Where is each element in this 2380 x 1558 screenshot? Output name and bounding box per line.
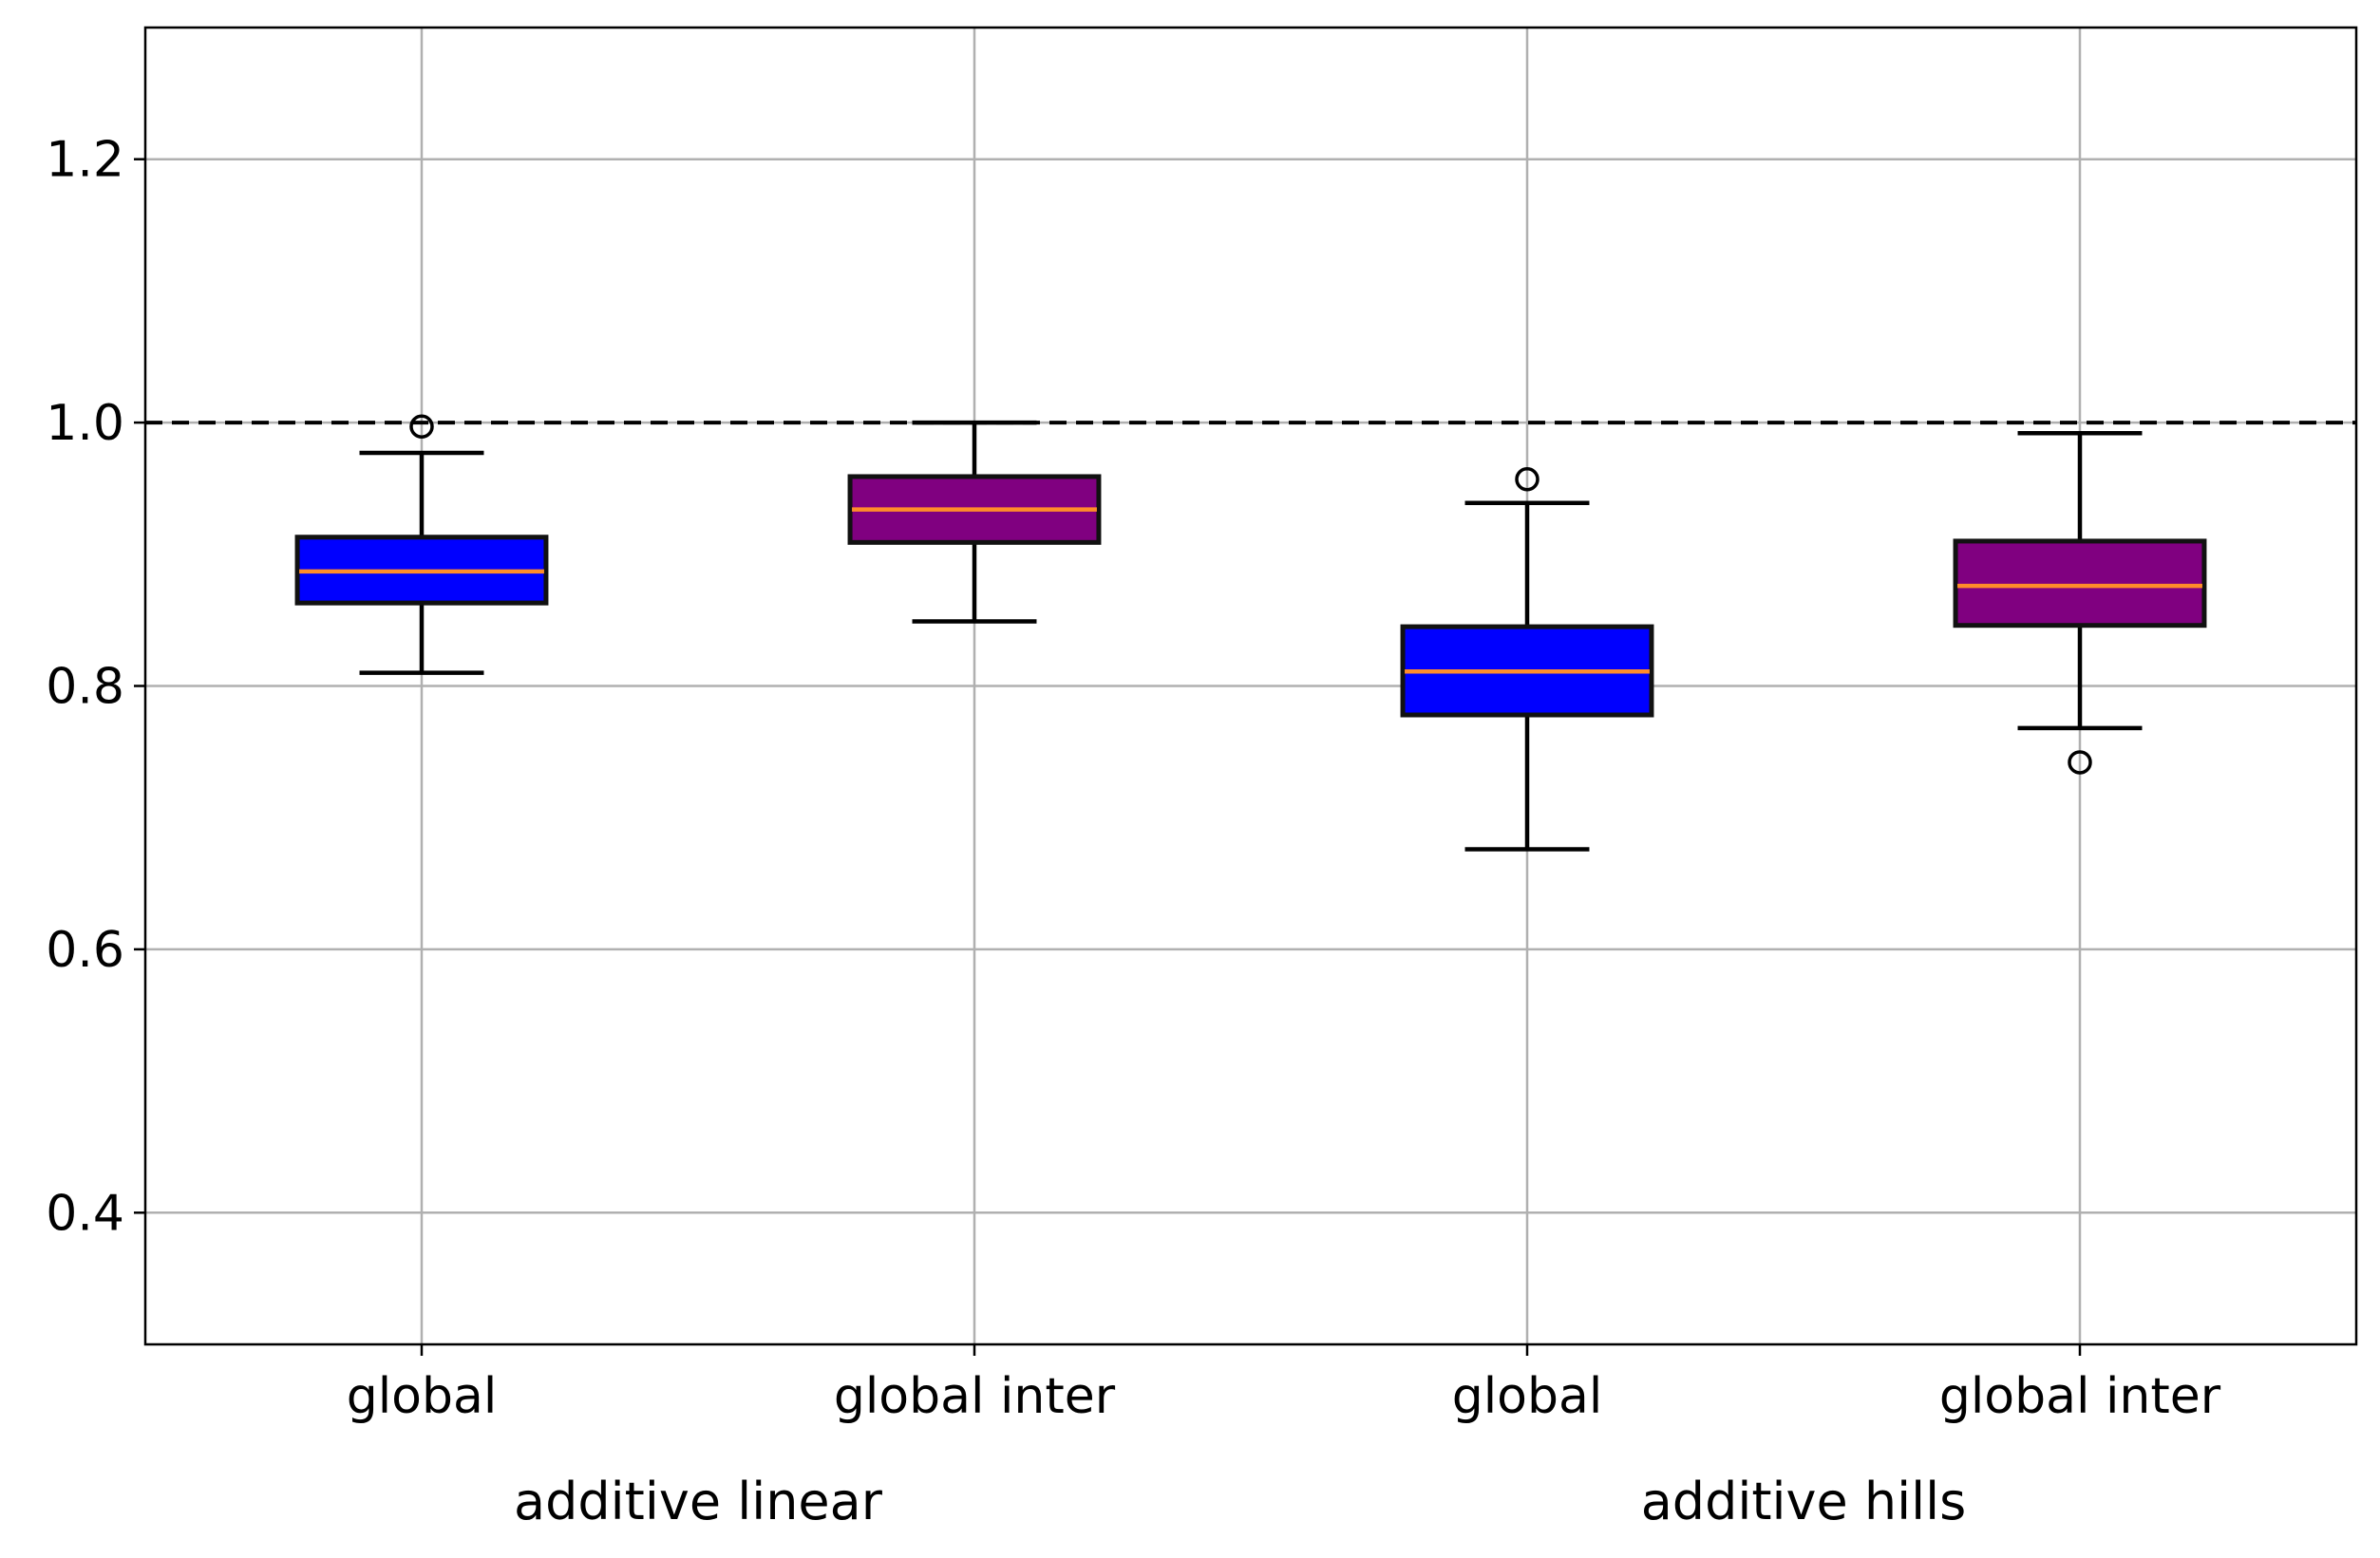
boxes-layer [294,414,2207,852]
y-tick-label: 0.4 [46,1185,124,1242]
box-2 [847,420,1102,624]
box-body [1953,538,2207,629]
y-tick-label: 1.0 [46,395,124,452]
x-tick-label: global [1452,1368,1603,1425]
x-axis-group-labels: additive linear additive hills [514,1472,1966,1531]
box-4 [1953,430,2207,775]
grid-layer [145,28,2356,1344]
x-tick-label: global inter [1939,1368,2221,1425]
box-1 [294,414,549,675]
outlier-point [1515,466,1539,492]
x-tick-label: global inter [834,1368,1116,1425]
x-axis-ticks: global global inter global global inter [347,1344,2221,1425]
outlier-point [409,414,434,440]
y-tick-label: 0.8 [46,659,124,716]
x-tick-label: global [347,1368,498,1425]
outlier-point [2068,750,2092,775]
box-3 [1400,466,1654,852]
y-axis-ticks: 0.4 0.6 0.8 1.0 1.2 [46,132,145,1242]
y-tick-label: 1.2 [46,132,124,189]
group-label: additive linear [514,1472,883,1531]
group-label: additive hills [1641,1472,1967,1531]
y-tick-label: 0.6 [46,922,124,979]
